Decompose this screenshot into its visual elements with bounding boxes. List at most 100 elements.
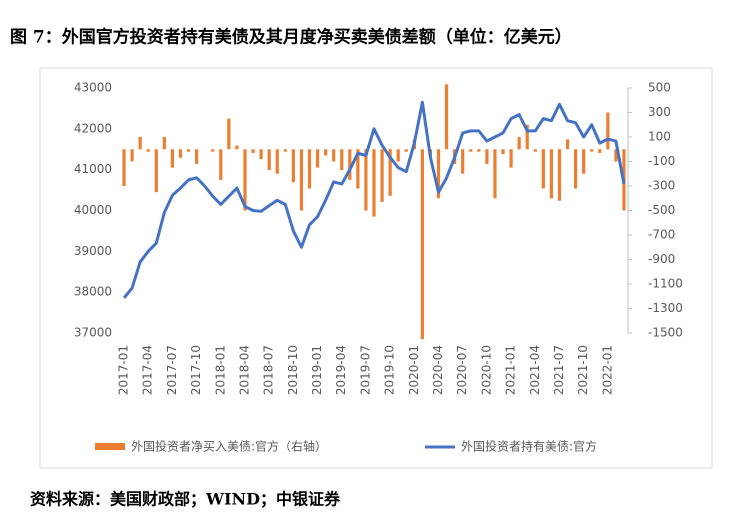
bar	[533, 149, 537, 152]
x-tick-label: 2022-01	[600, 345, 614, 395]
bar	[493, 149, 497, 199]
bar	[549, 149, 553, 199]
bar	[243, 149, 247, 211]
bar	[565, 139, 570, 150]
line	[122, 100, 626, 299]
x-tick-label: 2020-04	[431, 345, 445, 395]
bar	[598, 149, 602, 153]
bar	[485, 149, 489, 164]
bar	[146, 149, 150, 152]
x-tick-label: 2018-01	[213, 345, 227, 395]
x-tick-label: 2021-01	[504, 345, 518, 395]
bar	[444, 84, 449, 150]
legend-label: 外国投资者持有美债:官方	[461, 439, 597, 454]
bar	[122, 149, 126, 186]
bar	[396, 149, 400, 162]
x-tick-label: 2021-04	[528, 345, 542, 395]
y-tick-label: 39000	[74, 244, 112, 258]
bar	[299, 149, 304, 211]
chart-title: 图 7：外国官方投资者持有美债及其月度净买卖美债差额（单位：亿美元）	[10, 27, 572, 48]
bar	[525, 124, 529, 150]
bar	[356, 149, 360, 189]
bar	[219, 149, 223, 180]
bar	[517, 137, 521, 150]
bar	[170, 149, 175, 168]
bar	[461, 149, 465, 174]
bar	[251, 149, 255, 153]
bar	[614, 149, 618, 162]
x-tick-label: 2020-10	[479, 345, 493, 395]
x-tick-label: 2020-01	[407, 345, 421, 395]
y-tick-label: 42000	[74, 121, 112, 135]
bar	[162, 137, 166, 150]
source-note: 资料来源：美国财政部；WIND；中银证券	[30, 490, 341, 509]
y2-tick-label: 500	[648, 81, 671, 95]
y2-tick-label: 100	[648, 130, 671, 144]
legend-swatch	[95, 443, 125, 450]
y-tick-label: 37000	[74, 326, 112, 340]
x-tick-label: 2021-07	[552, 345, 566, 395]
y2-tick-label: -100	[648, 154, 675, 168]
bar	[501, 149, 505, 155]
bar	[178, 149, 183, 158]
bar	[138, 137, 142, 150]
x-tick-label: 2017-04	[141, 345, 155, 395]
bar	[582, 149, 586, 174]
bar	[420, 149, 424, 340]
x-tick-label: 2019-04	[334, 345, 348, 395]
y-tick-label: 40000	[74, 203, 112, 217]
bar	[364, 149, 368, 211]
bar	[541, 149, 545, 189]
bar	[291, 149, 295, 183]
bar	[372, 149, 376, 217]
bar	[195, 149, 199, 164]
bar	[307, 149, 312, 189]
bar	[154, 149, 158, 193]
bar	[509, 149, 513, 168]
y2-tick-label: -700	[648, 228, 675, 242]
bar	[477, 149, 481, 152]
y-tick-label: 43000	[74, 81, 112, 95]
bar	[606, 112, 610, 150]
chart-frame	[39, 67, 713, 469]
legend-label: 外国投资者净买入美债:官方（右轴）	[131, 439, 327, 454]
x-tick-label: 2019-10	[383, 345, 397, 395]
bar	[324, 149, 328, 156]
bar	[348, 149, 352, 180]
x-tick-label: 2017-07	[165, 345, 179, 395]
bar	[573, 149, 578, 189]
y2-tick-label: -300	[648, 179, 675, 193]
bar	[235, 145, 239, 150]
y2-tick-label: 300	[648, 105, 671, 119]
y-tick-label: 41000	[74, 162, 112, 176]
y2-tick-label: -900	[648, 252, 675, 266]
x-tick-label: 2021-10	[576, 345, 590, 395]
bar	[283, 149, 287, 152]
bar	[557, 149, 562, 201]
bar	[267, 149, 271, 171]
bar	[315, 149, 320, 168]
bar	[275, 149, 279, 174]
bar	[388, 149, 392, 196]
y2-tick-label: -1300	[648, 301, 683, 315]
x-tick-label: 2018-07	[262, 345, 276, 395]
x-tick-label: 2019-07	[358, 345, 372, 395]
x-tick-label: 2018-10	[286, 345, 300, 395]
bar	[590, 149, 594, 152]
bar	[259, 149, 263, 160]
x-tick-label: 2018-04	[237, 345, 251, 395]
x-tick-label: 2017-10	[189, 345, 203, 395]
bar	[227, 118, 231, 150]
bar	[404, 149, 408, 152]
x-tick-label: 2020-07	[455, 345, 469, 395]
bar	[211, 149, 215, 152]
bar	[332, 149, 336, 162]
bar	[340, 149, 344, 171]
x-tick-label: 2017-01	[117, 345, 131, 395]
x-tick-label: 2019-01	[310, 345, 324, 395]
y-tick-label: 38000	[74, 285, 112, 299]
bar	[436, 149, 441, 199]
bar	[130, 149, 134, 162]
bar	[186, 149, 191, 152]
